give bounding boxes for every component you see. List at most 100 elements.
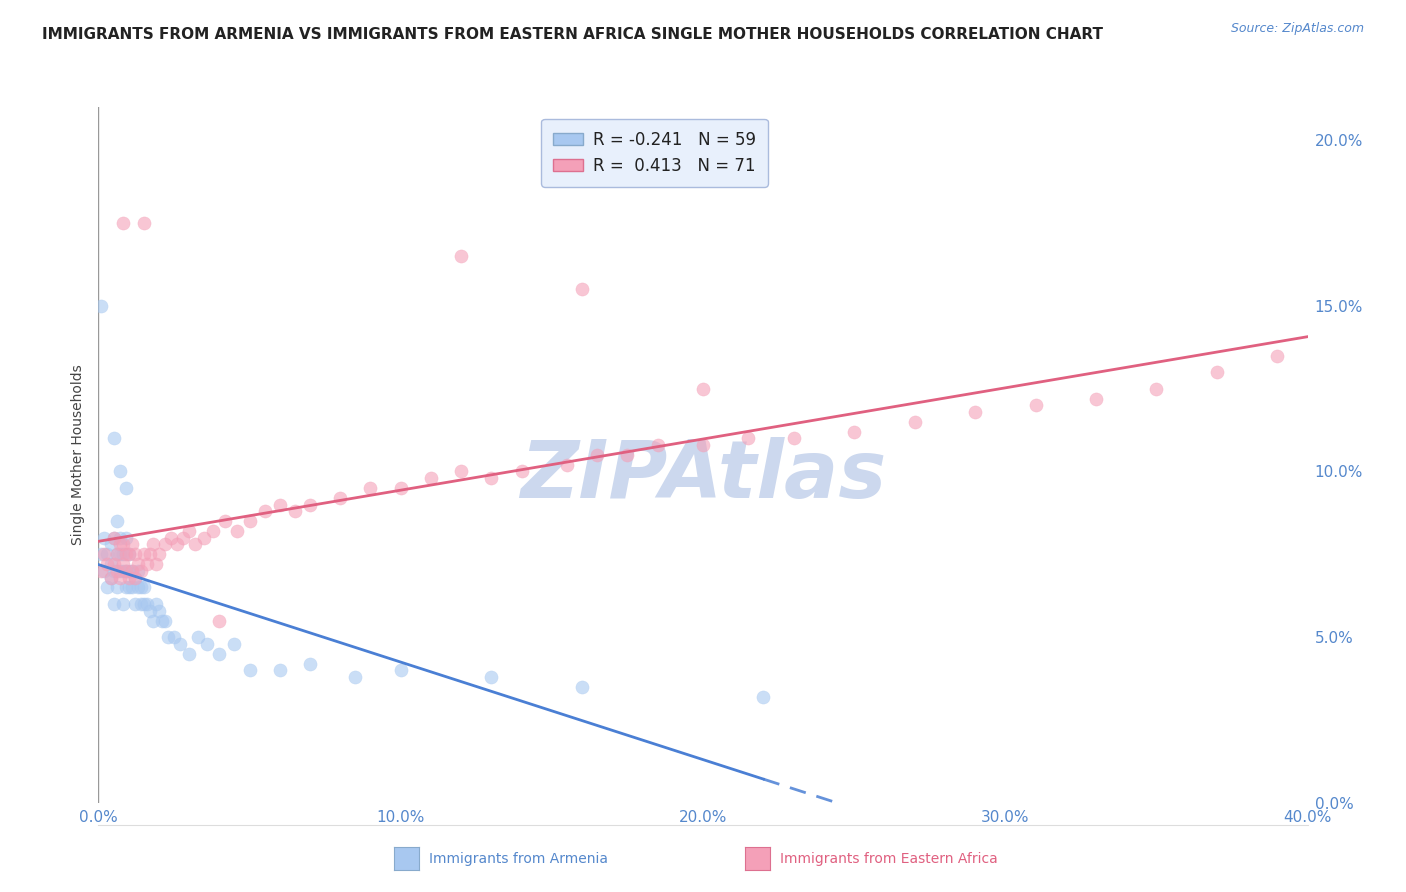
Point (299, 498, 322, 512)
Legend: R = -0.241   N = 59, R =  0.413   N = 71: R = -0.241 N = 59, R = 0.413 N = 71 (541, 119, 768, 186)
Point (329, 491, 352, 505)
Point (179, 524, 201, 538)
Point (571, 680, 593, 694)
Point (100, 570, 122, 584)
Point (118, 570, 141, 584)
Point (153, 537, 176, 551)
Point (114, 564, 136, 578)
Point (93, 547, 115, 561)
Point (172, 531, 194, 545)
Point (108, 564, 131, 578)
Point (105, 514, 128, 528)
Point (187, 630, 209, 644)
Point (844, 425, 866, 439)
Point (166, 537, 188, 551)
Point (127, 564, 149, 578)
Point (450, 249, 472, 263)
Point (239, 514, 262, 528)
Point (420, 471, 443, 485)
Point (142, 614, 165, 628)
Point (481, 670, 503, 684)
Point (299, 657, 322, 671)
Point (108, 547, 131, 561)
Point (129, 564, 152, 578)
Point (105, 581, 128, 595)
Point (118, 547, 141, 561)
Point (103, 597, 125, 611)
Point (124, 597, 146, 611)
Point (142, 537, 165, 551)
Point (389, 663, 412, 677)
Point (253, 504, 276, 518)
Point (108, 531, 131, 545)
Point (139, 604, 162, 618)
Point (118, 564, 141, 578)
Point (96, 547, 118, 561)
Text: Source: ZipAtlas.com: Source: ZipAtlas.com (1230, 22, 1364, 36)
Point (148, 547, 170, 561)
Point (114, 547, 136, 561)
Point (202, 524, 225, 538)
Point (193, 531, 215, 545)
Point (111, 597, 134, 611)
Point (195, 637, 218, 651)
Point (148, 604, 170, 618)
Point (121, 564, 143, 578)
Point (111, 216, 134, 230)
Point (450, 465, 472, 479)
Point (114, 531, 136, 545)
Point (752, 690, 775, 704)
Point (108, 465, 131, 479)
Point (616, 448, 638, 462)
Point (1206, 365, 1229, 379)
Point (96, 581, 118, 595)
Point (105, 564, 128, 578)
Point (132, 581, 155, 595)
Point (111, 547, 134, 561)
Point (510, 465, 533, 479)
Point (90, 547, 112, 561)
Point (1085, 392, 1108, 406)
Point (160, 531, 183, 545)
Point (269, 498, 291, 512)
Point (103, 564, 125, 578)
Point (904, 415, 927, 429)
Point (132, 216, 155, 230)
Point (139, 547, 162, 561)
Point (111, 537, 134, 551)
Point (153, 614, 176, 628)
Point (111, 558, 134, 572)
Point (129, 581, 152, 595)
Point (555, 458, 578, 472)
Point (111, 564, 134, 578)
Point (145, 597, 167, 611)
Point (114, 481, 136, 495)
Point (389, 481, 412, 495)
Point (163, 630, 186, 644)
Point (208, 647, 231, 661)
Point (783, 431, 806, 445)
Point (105, 547, 128, 561)
Y-axis label: Single Mother Households: Single Mother Households (70, 365, 84, 545)
Point (132, 547, 155, 561)
Point (208, 614, 231, 628)
Point (269, 663, 291, 677)
Point (737, 431, 759, 445)
Point (239, 663, 262, 677)
Point (214, 514, 236, 528)
Text: IMMIGRANTS FROM ARMENIA VS IMMIGRANTS FROM EASTERN AFRICA SINGLE MOTHER HOUSEHOL: IMMIGRANTS FROM ARMENIA VS IMMIGRANTS FR… (42, 27, 1104, 42)
Point (692, 382, 714, 396)
Point (103, 531, 125, 545)
Point (118, 581, 141, 595)
Point (108, 537, 131, 551)
Point (150, 614, 173, 628)
Point (127, 558, 149, 572)
Point (93, 531, 115, 545)
Point (344, 670, 367, 684)
Point (114, 564, 136, 578)
Point (135, 597, 157, 611)
Point (1024, 398, 1046, 412)
Point (692, 438, 714, 452)
Point (145, 558, 167, 572)
Point (90, 564, 112, 578)
